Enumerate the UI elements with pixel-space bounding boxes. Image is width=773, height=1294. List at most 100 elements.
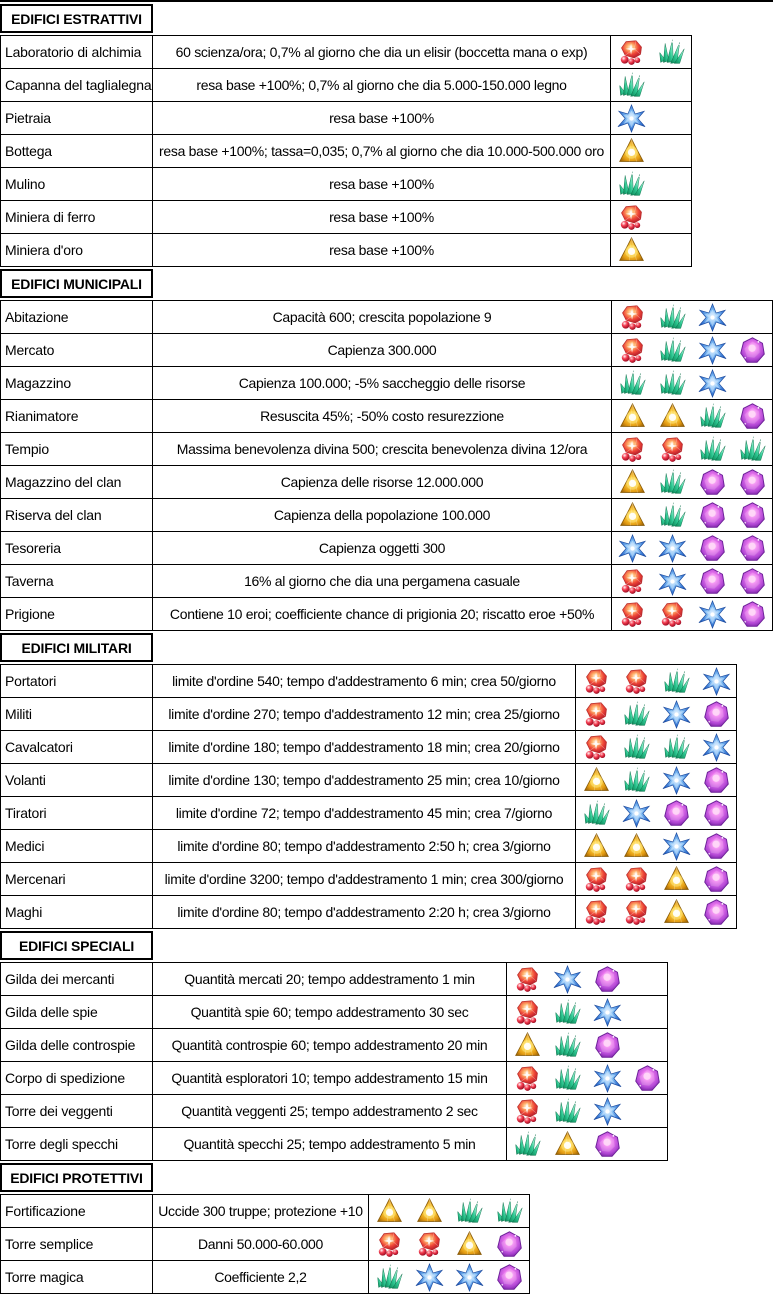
gem-requirements <box>612 334 772 366</box>
red-gem-icon <box>616 37 646 67</box>
gold-gem-icon <box>661 897 691 927</box>
red-gem-icon <box>581 864 611 894</box>
table-row: Laboratorio di alchimia 60 scienza/ora; 0… <box>1 36 691 69</box>
purple-gem-icon <box>697 533 727 563</box>
purple-gem-icon <box>701 897 731 927</box>
building-name: Riserva del clan <box>1 499 153 531</box>
table-row: Miniera d'oro resa base +100% <box>1 234 691 266</box>
purple-gem-icon <box>737 401 767 431</box>
purple-gem-icon <box>701 699 731 729</box>
building-name: Medici <box>1 830 153 862</box>
purple-gem-icon <box>661 798 691 828</box>
building-description: Quantità controspie 60; tempo addestrame… <box>153 1029 507 1061</box>
gem-requirements <box>507 1029 667 1061</box>
gem-requirements <box>507 1062 667 1094</box>
building-name: Militi <box>1 698 153 730</box>
building-name: Magazzino del clan <box>1 466 153 498</box>
table-row: Prigione Contiene 10 eroi; coefficiente c… <box>1 598 772 630</box>
section-table: Abitazione Capacità 600; crescita popolaz… <box>0 300 773 631</box>
red-gem-icon <box>414 1229 444 1259</box>
table-row: Taverna 16% al giorno che dia una pergame… <box>1 565 772 598</box>
gold-gem-icon <box>616 235 646 265</box>
section-title: EDIFICI SPECIALI <box>0 931 153 960</box>
purple-gem-icon <box>701 864 731 894</box>
building-description: Contiene 10 eroi; coefficiente chance di… <box>153 598 612 630</box>
building-name: Capanna del taglialegna <box>1 69 153 101</box>
section-table: Portatori limite d'ordine 540; tempo d'ad… <box>0 664 737 929</box>
green-gem-icon <box>697 434 727 464</box>
table-row: Portatori limite d'ordine 540; tempo d'ad… <box>1 665 736 698</box>
building-description: Quantità spie 60; tempo addestramento 30… <box>153 996 507 1028</box>
building-name: Mulino <box>1 168 153 200</box>
gold-gem-icon <box>374 1196 404 1226</box>
green-gem-icon <box>657 335 687 365</box>
gold-gem-icon <box>617 467 647 497</box>
section-speciali: EDIFICI SPECIALI Gilda dei mercanti Quanti… <box>0 929 773 1161</box>
gem-requirements <box>612 466 772 498</box>
gem-requirements <box>611 69 691 101</box>
red-gem-icon <box>512 997 542 1027</box>
building-description: limite d'ordine 80; tempo d'addestrament… <box>153 896 576 928</box>
table-row: Rianimatore Resuscita 45%; -50% costo res… <box>1 400 772 433</box>
gem-requirements <box>612 499 772 531</box>
blue-gem-icon <box>697 302 727 332</box>
red-gem-icon <box>657 434 687 464</box>
building-description: resa base +100% <box>153 201 611 233</box>
building-name: Mercenari <box>1 863 153 895</box>
table-row: Pietraia resa base +100% <box>1 102 691 135</box>
table-row: Medici limite d'ordine 80; tempo d'addest… <box>1 830 736 863</box>
gem-requirements <box>612 367 772 399</box>
section-title: EDIFICI ESTRATTIVI <box>0 4 153 33</box>
building-description: Coefficiente 2,2 <box>153 1261 369 1293</box>
gem-requirements <box>576 863 736 895</box>
table-row: Tiratori limite d'ordine 72; tempo d'adde… <box>1 797 736 830</box>
gem-requirements <box>611 135 691 167</box>
building-description: Capienza della popolazione 100.000 <box>153 499 612 531</box>
table-row: Fortificazione Uccide 300 truppe; protezi… <box>1 1195 529 1228</box>
gold-gem-icon <box>661 864 691 894</box>
red-gem-icon <box>657 599 687 629</box>
red-gem-icon <box>581 666 611 696</box>
blue-gem-icon <box>657 566 687 596</box>
table-row: Mulino resa base +100% <box>1 168 691 201</box>
green-gem-icon <box>621 732 651 762</box>
gem-requirements <box>507 996 667 1028</box>
section-header: EDIFICI SPECIALI <box>0 929 773 962</box>
section-title: EDIFICI PROTETTIVI <box>0 1163 153 1192</box>
gold-gem-icon <box>414 1196 444 1226</box>
green-gem-icon <box>552 1063 582 1093</box>
building-description: 60 scienza/ora; 0,7% al giorno che dia u… <box>153 36 611 68</box>
section-table: Laboratorio di alchimia 60 scienza/ora; 0… <box>0 35 692 267</box>
purple-gem-icon <box>701 798 731 828</box>
building-description: Quantità veggenti 25; tempo addestrament… <box>153 1095 507 1127</box>
green-gem-icon <box>512 1129 542 1159</box>
building-description: Capacità 600; crescita popolazione 9 <box>153 301 612 333</box>
table-row: Tempio Massima benevolenza divina 500; cr… <box>1 433 772 466</box>
blue-gem-icon <box>701 732 731 762</box>
building-name: Gilda delle controspie <box>1 1029 153 1061</box>
building-description: Quantità esploratori 10; tempo addestram… <box>153 1062 507 1094</box>
building-description: Capienza 300.000 <box>153 334 612 366</box>
building-name: Volanti <box>1 764 153 796</box>
red-gem-icon <box>512 1096 542 1126</box>
red-gem-icon <box>617 335 647 365</box>
blue-gem-icon <box>701 666 731 696</box>
red-gem-icon <box>621 897 651 927</box>
table-row: Gilda dei mercanti Quantità mercati 20; t… <box>1 963 667 996</box>
gold-gem-icon <box>616 136 646 166</box>
purple-gem-icon <box>737 599 767 629</box>
red-gem-icon <box>616 202 646 232</box>
green-gem-icon <box>657 302 687 332</box>
gem-requirements <box>612 400 772 432</box>
building-name: Miniera d'oro <box>1 234 153 266</box>
gem-requirements <box>576 731 736 763</box>
building-name: Torre degli specchi <box>1 1128 153 1160</box>
table-row: Bottega resa base +100%; tassa=0,035; 0,7… <box>1 135 691 168</box>
section-header: EDIFICI MILITARI <box>0 631 773 664</box>
purple-gem-icon <box>701 765 731 795</box>
building-name: Portatori <box>1 665 153 697</box>
gem-requirements <box>612 532 772 564</box>
building-description: Massima benevolenza divina 500; crescita… <box>153 433 612 465</box>
building-name: Maghi <box>1 896 153 928</box>
